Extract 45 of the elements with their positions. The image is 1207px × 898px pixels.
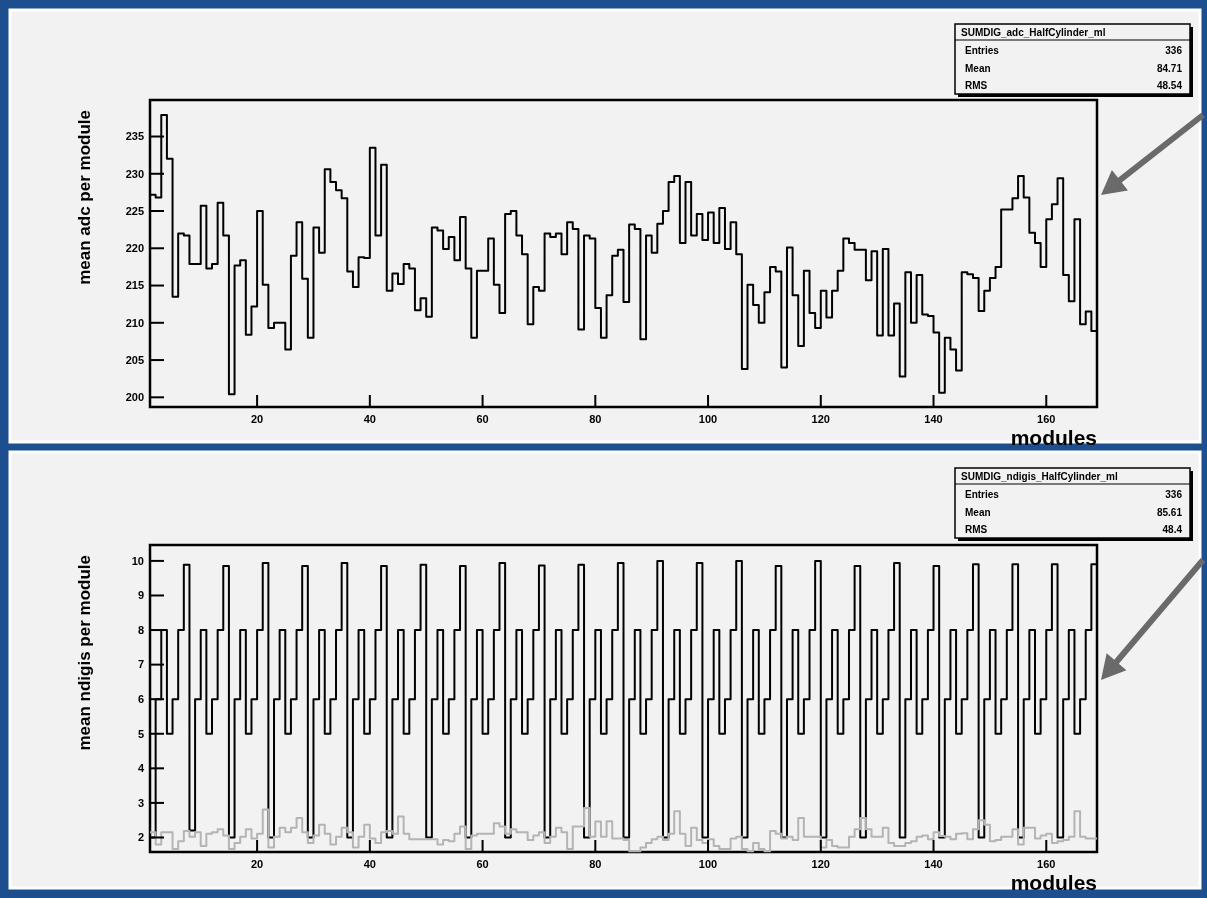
y-tick-label: 205 xyxy=(125,353,144,366)
y-tick-label: 220 xyxy=(125,242,144,255)
x-tick-label: 60 xyxy=(476,858,489,870)
y-tick-label: 7 xyxy=(137,658,144,671)
text: Mean 85.61 xyxy=(965,506,1182,518)
x-tick-label: 100 xyxy=(698,858,718,870)
text: Entries 336 xyxy=(965,489,1182,501)
y-tick-label: 5 xyxy=(137,727,144,740)
y-tick-label: 230 xyxy=(125,167,144,180)
x-tick-label: 140 xyxy=(924,413,943,425)
y-tick-label: 225 xyxy=(125,204,144,217)
y-tick-label: 2 xyxy=(137,831,144,844)
x-tick-label: 40 xyxy=(363,413,376,425)
x-tick-label: 120 xyxy=(811,858,830,870)
x-axis-title: modules xyxy=(1010,871,1097,894)
text: Entries 336 xyxy=(965,45,1182,57)
y-tick-label: 215 xyxy=(125,279,144,292)
y-tick-label: 8 xyxy=(137,623,144,636)
y-tick-label: 200 xyxy=(125,391,144,404)
x-tick-label: 60 xyxy=(476,413,489,425)
y-tick-label: 6 xyxy=(137,693,144,706)
y-tick-label: 3 xyxy=(137,796,144,809)
chart-title: SUMDIG_ndigis_HalfCylinder_ml xyxy=(961,471,1118,482)
chart-title: SUMDIG_adc_HalfCylinder_ml xyxy=(961,27,1106,38)
y-tick-label: 9 xyxy=(137,589,144,602)
y-tick-label: 235 xyxy=(125,130,144,143)
x-tick-label: 80 xyxy=(589,858,602,870)
y-tick-label: 10 xyxy=(131,554,144,567)
x-tick-label: 160 xyxy=(1037,413,1056,425)
y-axis-title: mean ndigis per module xyxy=(75,555,94,751)
x-tick-label: 20 xyxy=(250,858,264,870)
y-tick-label: 4 xyxy=(137,762,145,775)
text: RMS 48.4 xyxy=(965,523,1182,535)
x-tick-label: 80 xyxy=(589,413,602,425)
text: Mean 84.71 xyxy=(965,62,1182,74)
text: RMS 48.54 xyxy=(965,79,1182,91)
x-tick-label: 40 xyxy=(363,858,376,870)
x-tick-label: 120 xyxy=(811,413,830,425)
x-tick-label: 20 xyxy=(250,413,264,425)
x-tick-label: 100 xyxy=(698,413,718,425)
x-axis-title: modules xyxy=(1010,426,1097,449)
x-tick-label: 160 xyxy=(1037,858,1056,870)
y-tick-label: 210 xyxy=(125,316,144,329)
y-axis-title: mean adc per module xyxy=(75,110,94,285)
x-tick-label: 140 xyxy=(924,858,943,870)
